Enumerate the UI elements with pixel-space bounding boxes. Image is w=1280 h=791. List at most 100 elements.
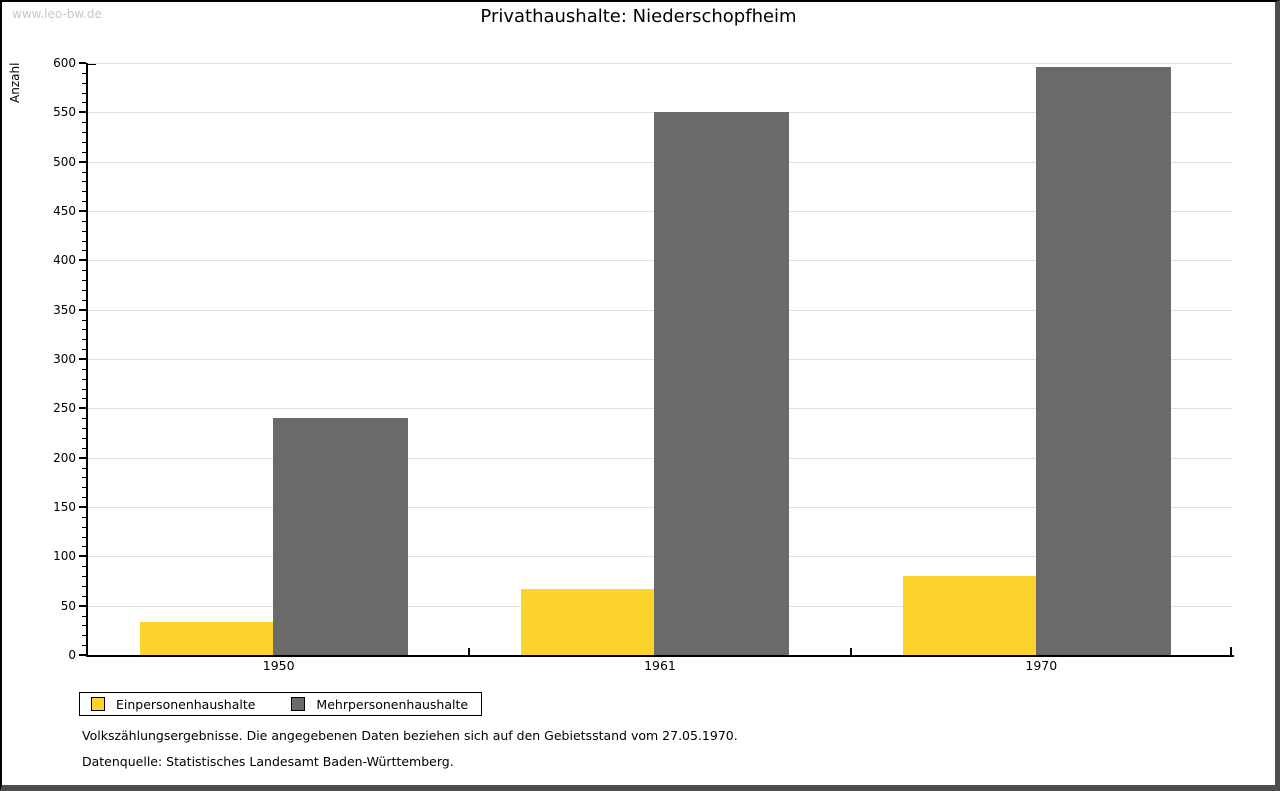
bar-mehrpersonenhaushalte (654, 112, 790, 655)
y-tick-minor (82, 82, 86, 84)
legend-item-einpersonenhaushalte: Einpersonenhaushalte (91, 697, 255, 712)
y-tick-major (79, 407, 86, 410)
bar-mehrpersonenhaushalte (273, 418, 408, 655)
y-axis-label: Anzahl (8, 62, 22, 103)
footnote-source-note: Volkszählungsergebnisse. Die angegebenen… (82, 728, 738, 743)
y-tick-major (79, 506, 86, 508)
y-tick-major (79, 358, 86, 360)
y-tick-label: 0 (68, 648, 76, 662)
y-tick-minor (82, 526, 86, 528)
y-tick-minor (82, 201, 86, 203)
y-tick-major (79, 555, 86, 558)
y-tick-minor (82, 319, 86, 321)
y-tick-minor (82, 418, 86, 420)
y-tick-minor (82, 151, 86, 153)
y-tick-major (79, 604, 86, 607)
y-tick-minor (82, 635, 86, 637)
y-tick-label: 200 (53, 450, 76, 465)
y-tick-minor (82, 250, 86, 252)
y-tick-minor (82, 171, 86, 173)
legend-label: Mehrpersonenhaushalte (316, 696, 469, 712)
bar-einpersonenhaushalte (521, 588, 655, 655)
x-tick-label: 1961 (644, 658, 676, 673)
y-tick-label: 350 (53, 302, 76, 317)
x-axis-divider-tick (849, 648, 852, 655)
y-tick-minor (82, 230, 86, 232)
legend-item-mehrpersonenhaushalte: Mehrpersonenhaushalte (291, 697, 468, 712)
gridline (88, 63, 1232, 64)
y-tick-minor (82, 280, 86, 282)
y-tick-minor (82, 447, 86, 449)
y-tick-minor (82, 487, 86, 489)
y-tick-major (79, 160, 86, 163)
legend-label: Einpersonenhaushalte (116, 696, 256, 712)
y-tick-minor (82, 132, 86, 134)
y-tick-minor (82, 437, 86, 439)
legend-swatch-mehrpersonenhaushalte (291, 697, 306, 711)
y-tick-major (79, 259, 86, 262)
y-tick-major (79, 210, 86, 212)
watermark: www.leo-bw.de (12, 7, 102, 21)
legend-swatch-einpersonenhaushalte (91, 697, 105, 711)
y-tick-minor (82, 378, 86, 380)
bar-einpersonenhaushalte (140, 622, 273, 655)
x-tick-label: 1950 (262, 658, 295, 673)
y-tick-minor (82, 339, 86, 341)
y-tick-major (79, 308, 86, 311)
y-tick-label: 150 (53, 500, 76, 514)
legend-box: Einpersonenhaushalte Mehrpersonenhaushal… (79, 692, 482, 716)
y-tick-minor (82, 467, 86, 469)
footnote-data-source: Datenquelle: Statistisches Landesamt Bad… (82, 754, 454, 769)
y-tick-label: 250 (53, 401, 76, 416)
y-axis-end-cap (88, 63, 96, 65)
y-tick-major (79, 654, 86, 656)
y-tick-minor (82, 72, 86, 74)
y-tick-minor (82, 585, 86, 587)
y-tick-label: 400 (53, 253, 76, 268)
y-tick-minor (82, 497, 86, 499)
y-tick-minor (82, 181, 86, 183)
y-tick-minor (82, 536, 86, 538)
x-axis-end-cap (1230, 647, 1232, 655)
y-tick-minor (82, 428, 86, 430)
y-tick-minor (82, 615, 86, 617)
y-tick-minor (82, 349, 86, 351)
y-tick-label: 550 (53, 105, 76, 120)
y-tick-label: 300 (53, 352, 76, 366)
y-tick-minor (82, 240, 86, 242)
y-tick-minor (82, 398, 86, 400)
y-tick-major (79, 111, 86, 114)
x-tick-label: 1970 (1025, 658, 1058, 673)
y-tick-minor (82, 220, 86, 222)
y-tick-minor (82, 477, 86, 479)
y-tick-minor (82, 270, 86, 272)
bar-mehrpersonenhaushalte (1035, 66, 1171, 655)
y-tick-label: 450 (53, 204, 76, 218)
y-tick-minor (82, 141, 86, 143)
y-tick-minor (82, 368, 86, 370)
y-tick-major (79, 456, 86, 459)
y-tick-label: 600 (53, 56, 76, 70)
y-tick-minor (82, 191, 86, 193)
y-tick-minor (82, 576, 86, 578)
x-axis-line (86, 655, 1234, 657)
y-axis-line (86, 63, 88, 655)
y-tick-minor (82, 516, 86, 518)
y-tick-minor (82, 299, 86, 301)
plot-area: 0 50 100 150 200 250 300 350 400 450 500 550 600 1950… (53, 57, 1234, 673)
y-tick-minor (82, 645, 86, 647)
y-tick-minor (82, 546, 86, 548)
y-tick-label: 100 (53, 549, 76, 564)
bar-einpersonenhaushalte (902, 576, 1036, 655)
y-tick-minor (82, 625, 86, 627)
y-tick-minor (82, 92, 86, 94)
y-tick-minor (82, 122, 86, 124)
y-tick-minor (82, 388, 86, 390)
x-axis-divider-tick (468, 648, 471, 655)
y-tick-minor (82, 329, 86, 331)
y-tick-minor (82, 595, 86, 597)
y-tick-label: 500 (53, 154, 76, 169)
y-tick-major (79, 62, 86, 64)
y-tick-label: 50 (60, 598, 76, 613)
